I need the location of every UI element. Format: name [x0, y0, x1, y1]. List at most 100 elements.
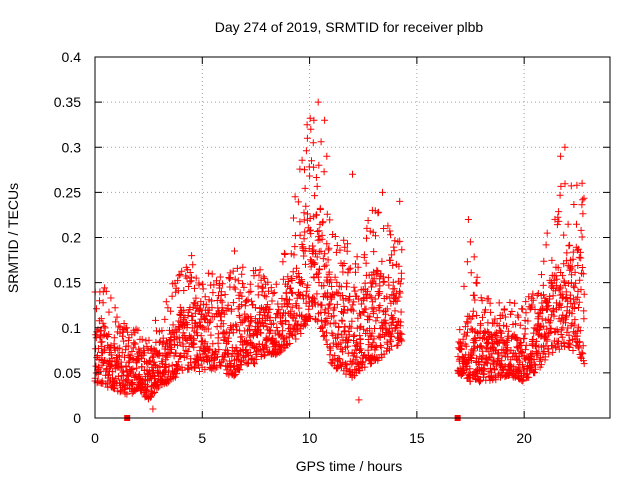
- data-point: [368, 359, 375, 367]
- data-point: [521, 325, 529, 333]
- data-point: [293, 264, 300, 272]
- data-point: [565, 343, 573, 351]
- data-point: [331, 273, 339, 281]
- data-point: [267, 284, 275, 292]
- data-point: [316, 206, 324, 213]
- data-point: [309, 294, 317, 302]
- data-point: [352, 268, 359, 276]
- data-point: [574, 343, 582, 351]
- data-point: [371, 295, 379, 303]
- data-point: [551, 287, 559, 295]
- data-point: [338, 292, 346, 299]
- data-point: [339, 348, 347, 356]
- data-point: [578, 179, 586, 187]
- data-point: [361, 363, 369, 371]
- data-point: [396, 237, 404, 245]
- data-point: [555, 217, 563, 225]
- data-point: [370, 335, 378, 343]
- data-point: [334, 330, 342, 338]
- data-point: [473, 329, 481, 336]
- data-point: [553, 275, 561, 283]
- data-point: [300, 252, 308, 260]
- data-point: [271, 339, 279, 346]
- data-point: [497, 336, 505, 344]
- data-point: [282, 317, 290, 324]
- data-point: [289, 268, 297, 276]
- data-point: [546, 325, 554, 333]
- data-point: [384, 344, 392, 352]
- data-point: [174, 358, 182, 366]
- data-point: [553, 221, 561, 229]
- data-point: [96, 297, 103, 305]
- data-point: [149, 405, 157, 413]
- data-point: [471, 296, 479, 304]
- data-point: [134, 326, 142, 334]
- data-point: [306, 215, 314, 222]
- y-tick-labels: 0 0.05 0.1 0.15 0.2 0.25 0.3 0.35 0.4: [54, 49, 81, 426]
- data-point: [178, 366, 186, 374]
- data-point: [159, 338, 167, 346]
- data-point: [333, 278, 341, 286]
- data-point: [525, 373, 533, 381]
- data-point: [390, 285, 398, 293]
- data-point: [533, 349, 541, 357]
- data-point: [563, 294, 571, 301]
- data-point: [332, 334, 340, 342]
- data-point: [558, 333, 566, 341]
- data-point: [549, 292, 557, 300]
- data-point: [117, 387, 125, 395]
- data-point: [369, 339, 377, 347]
- data-point: [479, 313, 486, 321]
- data-point: [366, 227, 374, 235]
- data-point: [264, 278, 272, 286]
- data-point: [282, 289, 290, 297]
- data-point: [125, 359, 133, 367]
- data-point: [366, 313, 374, 321]
- data-point: [317, 138, 325, 146]
- data-point: [290, 214, 297, 222]
- data-point: [462, 342, 470, 350]
- data-point: [260, 273, 268, 281]
- data-point: [557, 152, 565, 160]
- data-point: [577, 226, 585, 234]
- chart-title: Day 274 of 2019, SRMTID for receiver plb…: [215, 19, 484, 35]
- data-point: [324, 256, 332, 264]
- data-point: [511, 299, 519, 307]
- data-point: [123, 390, 131, 398]
- data-point: [580, 194, 588, 202]
- data-point: [472, 279, 480, 287]
- data-point: [127, 369, 135, 377]
- data-point: [317, 247, 325, 255]
- data-point: [506, 299, 514, 306]
- data-point: [321, 250, 329, 258]
- data-point: [391, 307, 399, 315]
- data-point: [469, 307, 477, 315]
- x-tick-label: 10: [302, 430, 318, 446]
- data-point: [222, 306, 230, 314]
- data-point: [391, 237, 399, 245]
- data-point: [470, 253, 478, 261]
- data-point: [218, 298, 226, 306]
- data-point: [296, 165, 304, 173]
- data-point: [576, 276, 584, 284]
- data-point: [557, 182, 565, 190]
- data-point: [128, 366, 135, 374]
- data-point: [195, 305, 203, 313]
- data-point: [303, 121, 311, 129]
- data-point: [473, 273, 481, 281]
- x-tick-label: 20: [516, 430, 532, 446]
- data-point: [259, 284, 267, 292]
- y-tick-label: 0: [73, 410, 81, 426]
- data-point: [313, 228, 321, 235]
- data-point: [211, 365, 219, 373]
- data-point: [539, 349, 547, 357]
- data-point: [354, 263, 362, 271]
- data-point: [307, 125, 315, 133]
- data-points: [91, 98, 588, 413]
- data-point: [545, 350, 553, 358]
- data-point: [318, 219, 326, 227]
- data-point: [99, 319, 107, 327]
- data-point: [312, 250, 319, 258]
- data-point: [196, 304, 204, 312]
- data-point: [132, 325, 140, 333]
